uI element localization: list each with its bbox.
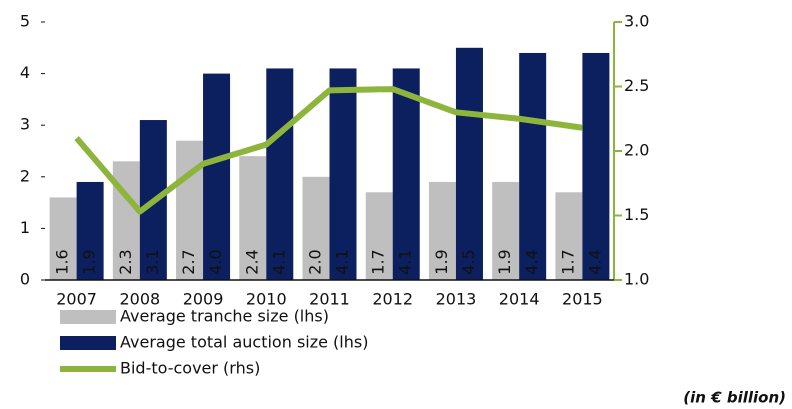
bar-value-label: 1.7 — [369, 249, 388, 274]
x-tick-label: 2014 — [499, 290, 540, 309]
bar — [329, 68, 357, 280]
x-tick-label: 2009 — [183, 290, 224, 309]
legend-label: Average total auction size (lhs) — [120, 333, 368, 352]
bar — [582, 52, 610, 281]
bar — [519, 52, 547, 281]
y-tick-label: 0 — [20, 270, 30, 289]
y2-tick-label: 2.0 — [624, 141, 649, 160]
x-tick-label: 2007 — [56, 290, 97, 309]
bar-value-label: 3.1 — [143, 249, 162, 274]
bar — [365, 192, 393, 280]
y-tick-label: 1 — [20, 218, 30, 237]
bar-value-label: 4.5 — [459, 249, 478, 274]
bar-value-label: 2.7 — [179, 249, 198, 274]
bar-value-label: 2.3 — [116, 249, 135, 274]
x-tick-label: 2013 — [436, 290, 477, 309]
bar — [203, 73, 231, 280]
unit-note: (in € billion) — [683, 389, 786, 407]
bar — [555, 192, 583, 280]
y-tick-label: 3 — [20, 115, 30, 134]
bar — [428, 181, 456, 280]
y2-tick-label: 1.5 — [624, 205, 649, 224]
bar — [302, 176, 330, 280]
bar — [392, 68, 420, 280]
bar-value-label: 1.9 — [495, 249, 514, 274]
bar — [49, 197, 77, 280]
bar — [266, 68, 294, 280]
bar — [76, 181, 104, 280]
bar-value-label: 1.9 — [80, 249, 99, 274]
legend-swatch — [60, 310, 116, 324]
legend-swatch — [60, 336, 116, 350]
legend-label: Bid-to-cover (rhs) — [120, 359, 260, 378]
y-tick-label: 4 — [20, 63, 30, 82]
legend-label: Average tranche size (lhs) — [120, 307, 329, 326]
bar-value-label: 4.4 — [585, 249, 604, 274]
y2-tick-label: 3.0 — [624, 12, 649, 31]
bar — [239, 156, 267, 280]
y2-tick-label: 2.5 — [624, 76, 649, 95]
bar — [455, 47, 483, 280]
bar — [492, 181, 520, 280]
line — [74, 86, 583, 215]
bar-value-label: 4.1 — [333, 249, 352, 274]
bar-value-label: 4.1 — [269, 249, 288, 274]
bar-value-label: 4.4 — [522, 249, 541, 274]
y-tick-label: 2 — [20, 166, 30, 185]
x-tick-label: 2008 — [119, 290, 160, 309]
bar-value-label: 4.1 — [396, 249, 415, 274]
bar-value-label: 4.0 — [206, 249, 225, 274]
x-tick-label: 2010 — [246, 290, 287, 309]
bar-value-label: 1.9 — [432, 249, 451, 274]
bar-value-label: 1.7 — [558, 249, 577, 274]
bar-value-label: 1.6 — [53, 249, 72, 274]
x-tick-label: 2015 — [562, 290, 603, 309]
y2-tick-label: 1.0 — [624, 270, 649, 289]
x-tick-label: 2012 — [372, 290, 413, 309]
bar-value-label: 2.4 — [242, 249, 261, 274]
bar-value-label: 2.0 — [306, 249, 325, 274]
y-tick-label: 5 — [20, 12, 30, 31]
x-tick-label: 2011 — [309, 290, 350, 309]
